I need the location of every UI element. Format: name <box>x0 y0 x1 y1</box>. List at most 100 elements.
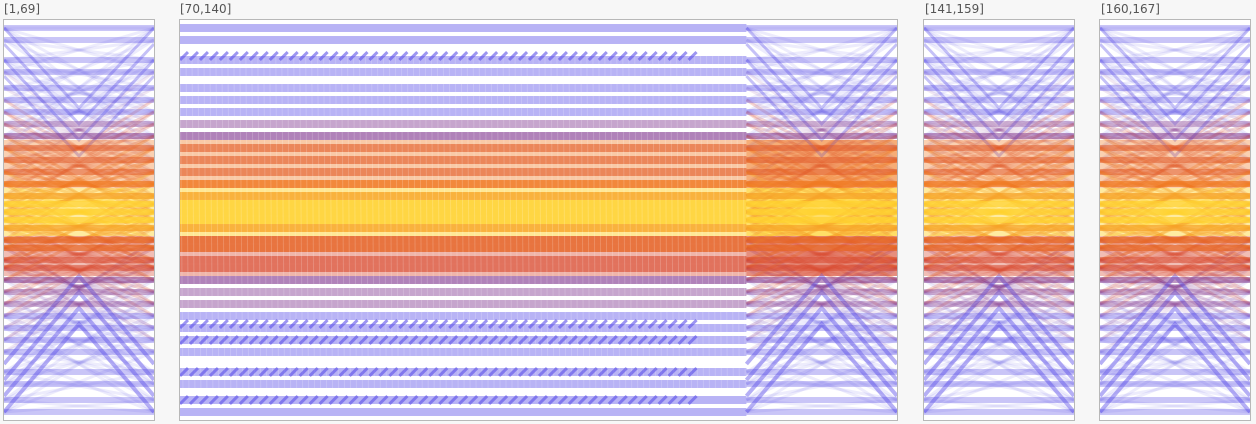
panel-2-right-v-link <box>744 304 897 398</box>
panel-2-tick-mark <box>647 366 658 378</box>
panel-3-link <box>924 326 1074 402</box>
panel-1-band <box>4 237 154 243</box>
panel-4-link <box>1100 70 1250 114</box>
panel-2-right-v-link <box>744 288 897 382</box>
panel-3-band <box>924 157 1074 163</box>
panel-1-link <box>4 314 154 414</box>
panel-2-tick-mark <box>258 366 269 378</box>
panel-3-link <box>924 38 1074 138</box>
panel-2-tick-mark <box>278 394 289 406</box>
panel-2-right-band <box>746 289 897 295</box>
panel-2-tick-mark <box>408 318 419 330</box>
panel-2-tick-mark <box>517 334 529 346</box>
panel-2-tick-mark <box>557 318 568 330</box>
panel-2-tick-mark <box>537 50 549 62</box>
panel-2-tick-mark <box>378 366 389 378</box>
panel-3-band <box>924 121 1074 127</box>
panel-2-tick-mark <box>597 394 608 406</box>
panel-1-link <box>4 70 154 186</box>
panel-2-tick-mark <box>428 334 439 346</box>
panel-4-band <box>1100 397 1250 403</box>
panel-1-link <box>4 302 154 386</box>
panel-3-link <box>924 86 1074 138</box>
panel-3-link <box>924 350 1074 374</box>
panel-3-band <box>924 209 1074 215</box>
panel-2-tick-mark <box>228 366 239 378</box>
panel-2-hatch <box>478 51 483 397</box>
panel-3-link <box>924 70 1074 186</box>
panel-2-band <box>180 380 747 388</box>
panel-2-tick-mark <box>258 318 269 330</box>
panel-4-link <box>1100 70 1250 186</box>
panel-2-tick-mark <box>547 394 559 406</box>
panel-3-band <box>924 277 1074 283</box>
panel-3-band <box>924 217 1074 223</box>
panel-2-tick-mark <box>637 50 648 62</box>
panel-3-link <box>924 26 1074 74</box>
panel-2-hatch <box>257 51 262 397</box>
panel-3-link <box>924 238 1074 342</box>
panel-2-right-link <box>746 58 897 90</box>
panel-2-tick-mark <box>577 394 588 406</box>
panel-2-tick-mark <box>348 318 359 330</box>
panel-2-hatch <box>185 51 190 397</box>
panel-2-right-link <box>746 350 897 374</box>
panel-2-hatch <box>239 51 244 397</box>
panel-4-link <box>1100 58 1250 162</box>
panel-3-link <box>924 314 1074 414</box>
panel-2-tick-mark <box>647 334 658 346</box>
panel-4-link <box>1100 350 1250 374</box>
panel-2-tick-mark <box>308 394 319 406</box>
panel-3-link <box>924 38 1074 102</box>
panel-3-link <box>924 98 1074 126</box>
panel-2-cross-region <box>744 25 897 415</box>
panel-2-tick-mark <box>288 394 299 406</box>
panel-3-link <box>924 290 1074 354</box>
panel-2-right-band <box>746 57 897 63</box>
panel-4-band <box>1100 225 1250 231</box>
panel-2-tick-mark <box>318 318 329 330</box>
panel-3-link <box>924 314 1074 374</box>
panel-2-tick-mark <box>498 334 509 346</box>
panel-1-link <box>4 258 154 354</box>
panel-2-hatch <box>180 51 184 397</box>
panel-2-hatch <box>658 51 663 397</box>
panel-4-band <box>1100 69 1250 75</box>
panel-2-right-link <box>746 38 897 62</box>
panel-3-link <box>924 350 1074 414</box>
panel-1-link <box>4 370 154 402</box>
panel-2-right-band <box>746 225 897 231</box>
panel-1-band <box>4 181 154 187</box>
panel-3-band <box>924 225 1074 231</box>
panel-2-tick-mark <box>198 318 209 330</box>
panel-1-warm-band <box>4 140 154 188</box>
panel-2-tick-mark <box>358 366 369 378</box>
panel-2-band <box>180 144 747 152</box>
panel-3-band <box>924 237 1074 243</box>
panel-1-band <box>4 369 154 375</box>
panel-3-link <box>924 278 1074 374</box>
panel-2-right-link <box>746 314 897 330</box>
panel-2-right-hot-band <box>746 188 897 236</box>
panel-3-v-link <box>924 304 1074 398</box>
panel-1-link <box>4 86 154 138</box>
panel-1-link <box>4 58 154 90</box>
panel-3-v-link <box>924 272 1074 366</box>
panel-3-band <box>924 313 1074 319</box>
panel-2-right-link <box>745 70 897 186</box>
panel-2-band <box>180 256 747 264</box>
panel-4-link <box>1100 350 1250 414</box>
panel-3-band <box>924 133 1074 139</box>
panel-2-tick-mark <box>248 318 259 330</box>
panel-2-right-link <box>745 278 897 330</box>
panel-3-band <box>924 381 1074 387</box>
panel-2-hatch <box>424 51 429 397</box>
panel-2-hatch <box>364 51 369 397</box>
panel-2-tick-mark <box>438 318 449 330</box>
panel-3-band <box>924 337 1074 343</box>
panel-2-tick-mark <box>318 334 329 346</box>
panel-2-band <box>180 36 747 44</box>
panel-1-link <box>4 302 154 342</box>
panel-2-hatch <box>604 51 609 397</box>
panel-2-tick-mark <box>557 334 568 346</box>
